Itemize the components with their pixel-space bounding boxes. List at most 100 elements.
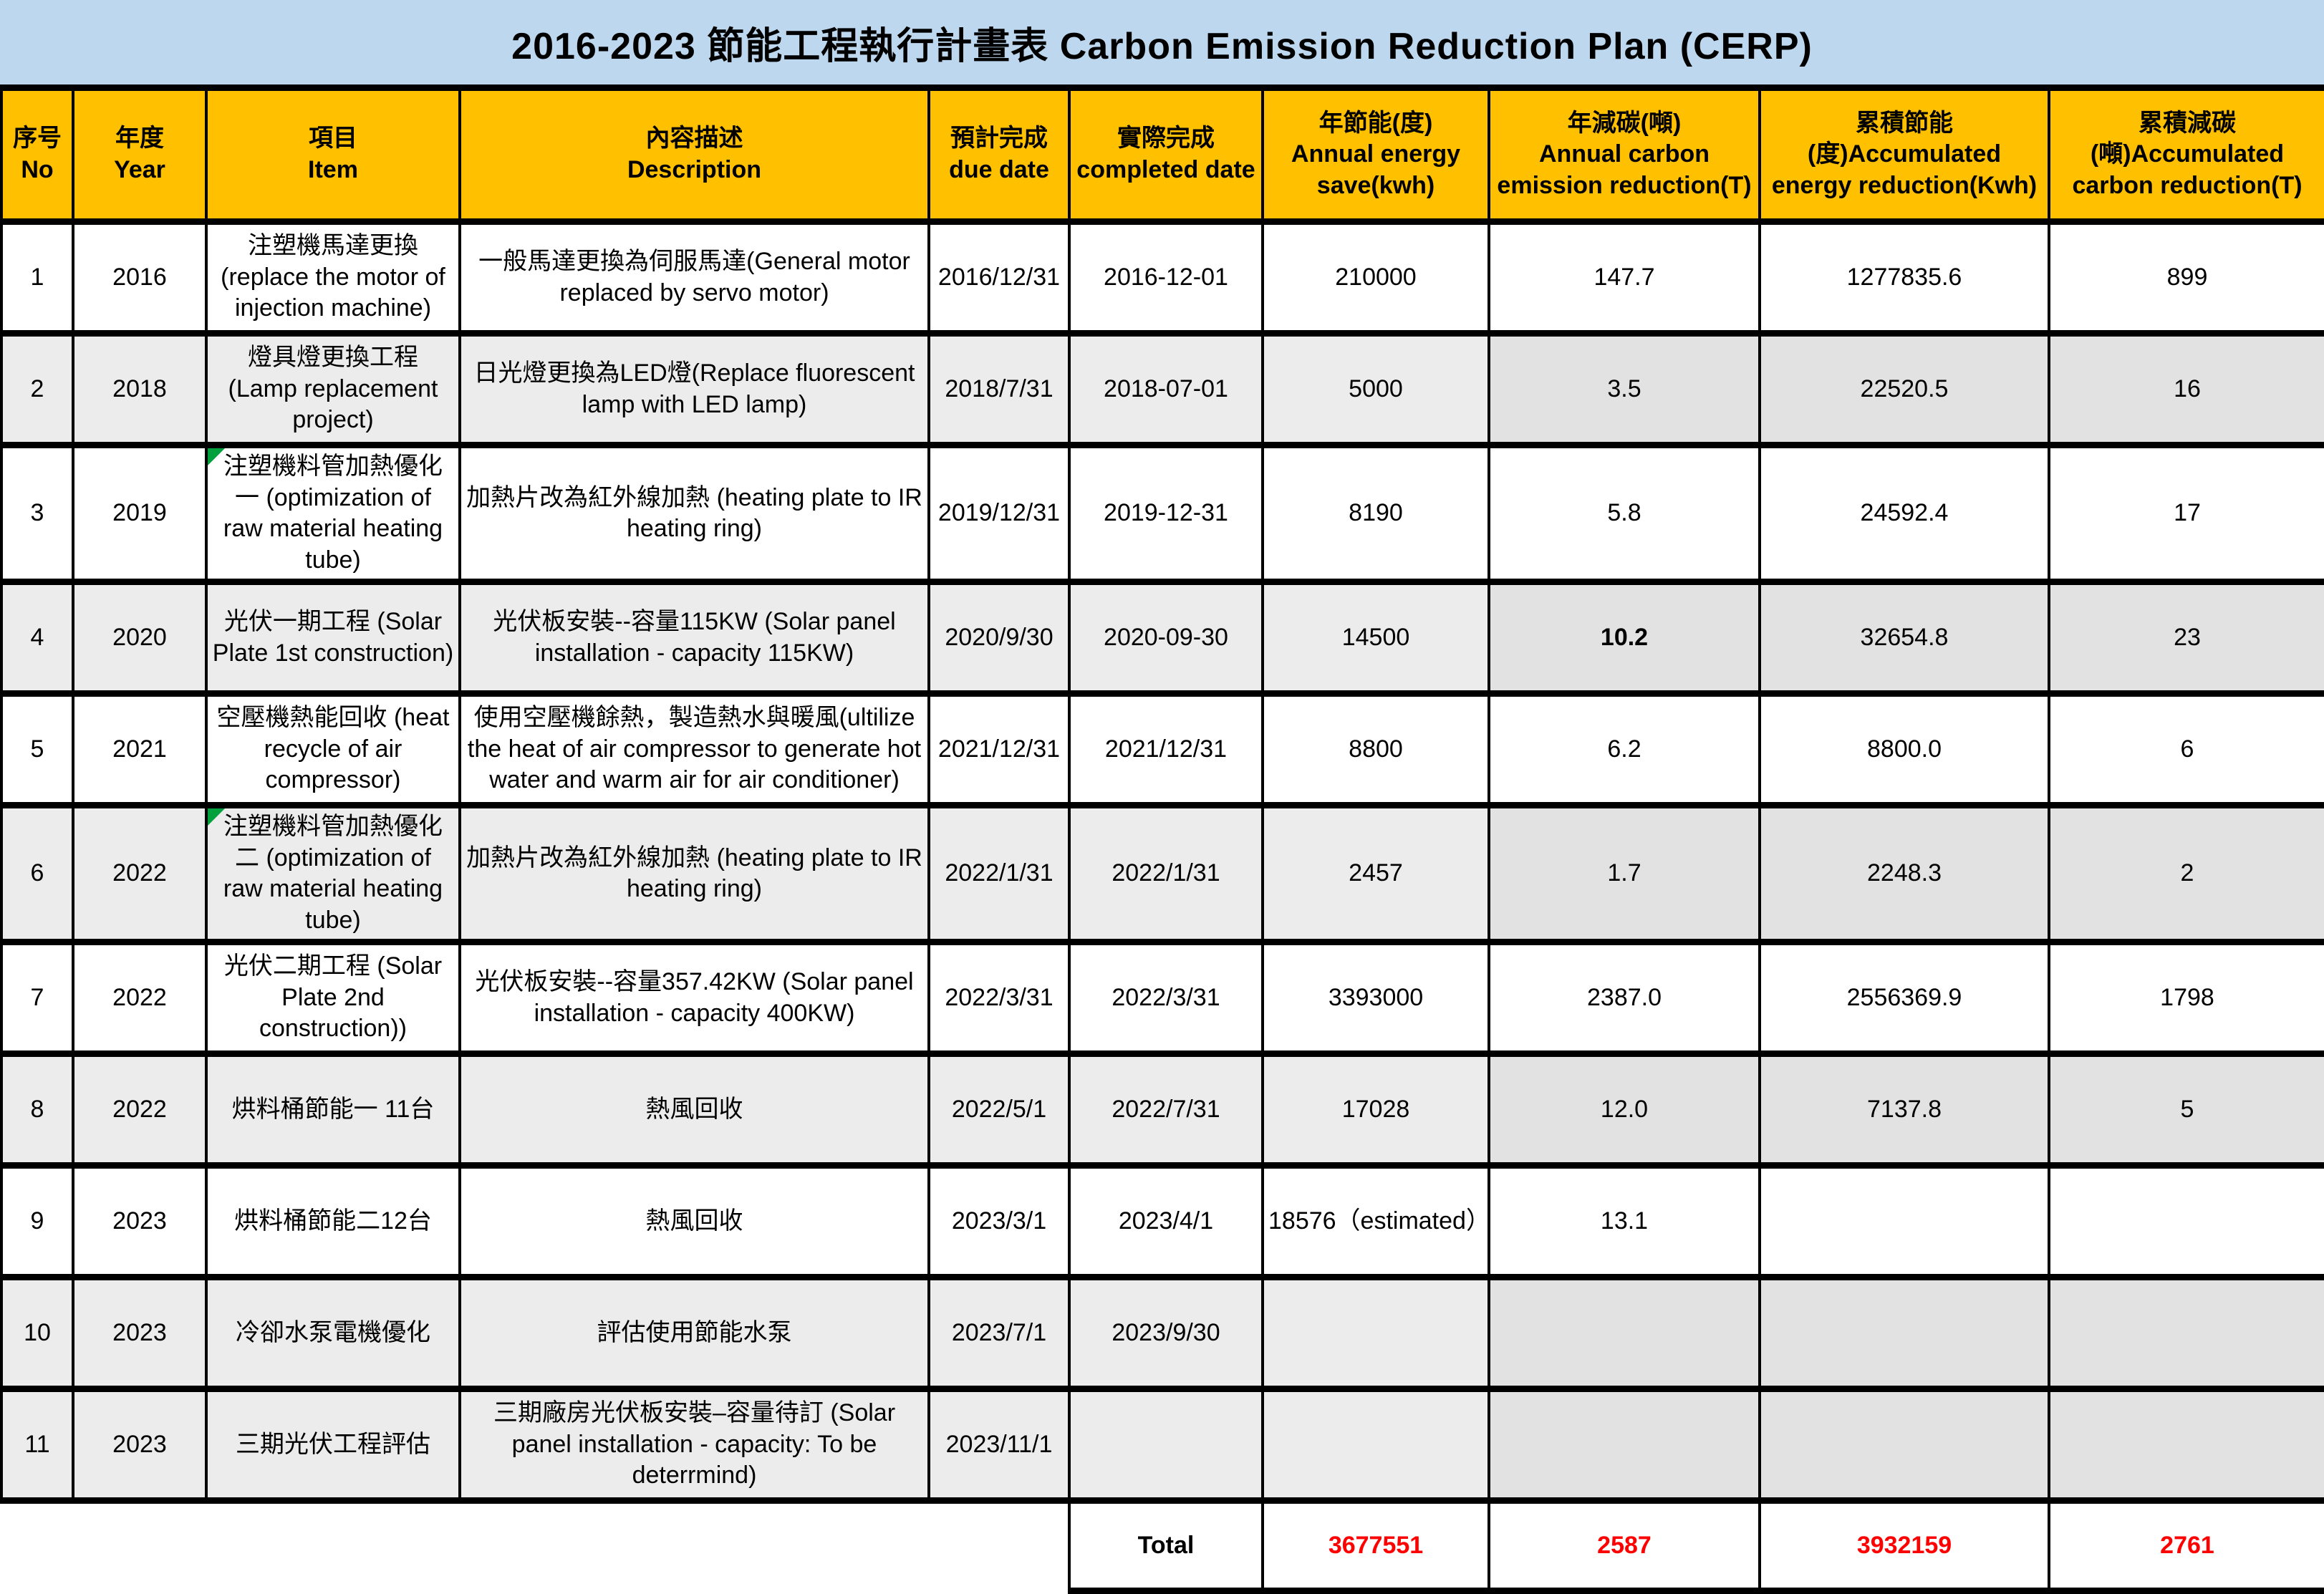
- cell-due-date: 2022/1/31: [927, 802, 1071, 946]
- table-row: 10 2023 冷卻水泵電機優化 評估使用節能水泵 2023/7/1 2023/9/30: [0, 1274, 2324, 1393]
- cell-no-text: 11: [24, 1430, 50, 1458]
- cell-due-date: 2023/3/1: [927, 1162, 1071, 1281]
- cell-completed-date-text: 2016-12-01: [1104, 263, 1228, 291]
- header-annual-energy: 年節能(度) Annual energy save(kwh): [1261, 84, 1490, 225]
- cell-year-text: 2023: [112, 1318, 167, 1346]
- cell-no: 8: [0, 1050, 74, 1169]
- total-label: Total: [1068, 1497, 1264, 1594]
- cell-no: 9: [0, 1162, 74, 1281]
- cell-year: 2022: [72, 939, 208, 1058]
- cell-completed-date: 2022/1/31: [1068, 802, 1264, 946]
- cell-no-text: 2: [30, 375, 44, 402]
- cell-completed-date: 2016-12-01: [1068, 218, 1264, 337]
- cell-annual-carbon-text: 2387.0: [1587, 983, 1662, 1011]
- cell-due-date-text: 2022/1/31: [945, 859, 1053, 887]
- cell-item-text: 烘料桶節能一 11台: [231, 1095, 435, 1123]
- cell-annual-energy: 17028: [1261, 1050, 1490, 1169]
- cell-annual-carbon: 5.8: [1488, 441, 1761, 586]
- cell-description: 熱風回收: [458, 1050, 930, 1169]
- header-accumulated-carbon: 累積減碳 (噸)Accumulated carbon reduction(T): [2048, 84, 2324, 225]
- cell-no: 1: [0, 218, 74, 337]
- cell-item: 烘料桶節能一 11台: [205, 1050, 461, 1169]
- cell-accumulated-energy: 24592.4: [1758, 441, 2050, 586]
- cell-annual-carbon-text: 3.5: [1607, 375, 1641, 402]
- cell-accumulated-carbon-text: 6: [2180, 735, 2194, 763]
- cell-completed-date: 2022/7/31: [1068, 1050, 1264, 1169]
- cell-no: 5: [0, 690, 74, 809]
- header-accumulated-carbon-en: (噸)Accumulated carbon reduction(T): [2072, 140, 2303, 199]
- cell-item: 注塑機料管加熱優化二 (optimization of raw material…: [205, 802, 461, 946]
- cell-due-date-text: 2022/5/1: [951, 1095, 1047, 1123]
- header-description: 內容描述 Description: [458, 84, 930, 225]
- cell-year: 2020: [72, 579, 208, 697]
- cell-description: 光伏板安裝--容量357.42KW (Solar panel installat…: [458, 939, 930, 1058]
- cell-accumulated-carbon: 23: [2048, 579, 2324, 697]
- cell-description: 光伏板安裝--容量115KW (Solar panel installation…: [458, 579, 930, 697]
- cell-item: 光伏一期工程 (Solar Plate 1st construction): [205, 579, 461, 697]
- cell-annual-carbon-text: 147.7: [1593, 263, 1655, 291]
- cell-item: 注塑機馬達更換 (replace the motor of injection …: [205, 218, 461, 337]
- table-header: 序号 No 年度 Year 項目 Item 內容描述 Description 預計完成 d…: [0, 84, 2324, 225]
- cell-item: 烘料桶節能二12台: [205, 1162, 461, 1281]
- cell-annual-energy-text: 210000: [1335, 263, 1417, 291]
- cell-description-text: 日光燈更換為LED燈(Replace fluorescent lamp with…: [473, 359, 915, 418]
- cell-completed-date-text: 2022/7/31: [1112, 1095, 1220, 1123]
- table-row: 5 2021 空壓機熱能回收 (heat recycle of air compre…: [0, 690, 2324, 809]
- cell-no: 6: [0, 802, 74, 946]
- table-row: 6 2022 注塑機料管加熱優化二 (optimization of raw mat…: [0, 802, 2324, 946]
- cell-completed-date: [1068, 1386, 1264, 1504]
- cell-description-text: 一般馬達更換為伺服馬達(General motor replaced by se…: [478, 247, 910, 306]
- cell-accumulated-energy-text: 8800.0: [1867, 735, 1942, 763]
- cell-accumulated-carbon-text: 2: [2180, 859, 2194, 887]
- cell-annual-carbon: 6.2: [1488, 690, 1761, 809]
- cell-accumulated-carbon: 17: [2048, 441, 2324, 586]
- cell-item: 三期光伏工程評估: [205, 1386, 461, 1504]
- header-annual-carbon-zh: 年減碳(噸): [1567, 109, 1682, 137]
- cell-year-text: 2022: [112, 1095, 167, 1123]
- header-due-date-en: due date: [949, 156, 1049, 183]
- table-row: 1 2016 注塑機馬達更換 (replace the motor of injec…: [0, 218, 2324, 337]
- cell-due-date: 2019/12/31: [927, 441, 1071, 586]
- cell-accumulated-carbon: 6: [2048, 690, 2324, 809]
- cell-year-text: 2022: [112, 859, 167, 887]
- header-completed-date-zh: 實際完成: [1117, 125, 1215, 153]
- cell-no: 2: [0, 330, 74, 448]
- cell-accumulated-energy: 2248.3: [1758, 802, 2050, 946]
- cell-annual-carbon-text: 10.2: [1600, 623, 1649, 651]
- cell-completed-date-text: 2018-07-01: [1104, 375, 1228, 402]
- cell-accumulated-energy: [1758, 1162, 2050, 1281]
- cell-no: 7: [0, 939, 74, 1058]
- total-accumulated-carbon: 2761: [2048, 1497, 2324, 1594]
- cell-annual-energy-text: 5000: [1349, 375, 1403, 402]
- total-row: Total 3677551 2587 3932159 2761: [1, 1497, 2324, 1594]
- cell-annual-energy-text: 18576（estimated）: [1268, 1207, 1490, 1235]
- cell-completed-date-text: 2023/4/1: [1118, 1207, 1214, 1235]
- header-due-date: 預計完成 due date: [927, 84, 1071, 225]
- cell-description: 評估使用節能水泵: [458, 1274, 930, 1393]
- cell-accumulated-carbon-text: 5: [2180, 1095, 2194, 1123]
- cell-year-text: 2018: [112, 375, 167, 402]
- cell-due-date-text: 2023/3/1: [951, 1207, 1047, 1235]
- cell-description-text: 三期廠房光伏板安裝–容量待訂 (Solar panel installation…: [493, 1399, 896, 1489]
- cell-accumulated-carbon-text: 899: [2166, 263, 2208, 291]
- total-row-blank: [1, 1500, 1069, 1591]
- cerp-table: 序号 No 年度 Year 項目 Item 內容描述 Description 預計完成 d…: [0, 84, 2324, 1594]
- cell-annual-energy: 2457: [1261, 802, 1490, 946]
- cell-no-text: 1: [30, 263, 44, 291]
- cell-no-text: 10: [24, 1318, 51, 1346]
- cell-description-text: 加熱片改為紅外線加熱 (heating plate to IR heating …: [466, 483, 922, 543]
- cell-accumulated-energy-text: 24592.4: [1860, 499, 1949, 527]
- cell-accumulated-energy-text: 2556369.9: [1846, 983, 1962, 1011]
- cell-completed-date: 2021/12/31: [1068, 690, 1264, 809]
- cell-item: 空壓機熱能回收 (heat recycle of air compressor): [205, 690, 461, 809]
- cell-description-text: 光伏板安裝--容量357.42KW (Solar panel installat…: [475, 968, 914, 1027]
- cell-annual-carbon: 2387.0: [1488, 939, 1761, 1058]
- cell-description: 一般馬達更換為伺服馬達(General motor replaced by se…: [458, 218, 930, 337]
- cell-accumulated-energy-text: 7137.8: [1867, 1095, 1942, 1123]
- cell-annual-carbon-text: 5.8: [1607, 499, 1641, 527]
- comment-marker-icon: [208, 808, 225, 826]
- cell-no-text: 9: [30, 1207, 44, 1235]
- cell-due-date-text: 2023/7/1: [951, 1318, 1047, 1346]
- table-body: 1 2016 注塑機馬達更換 (replace the motor of injec…: [0, 218, 2324, 1504]
- cell-due-date: 2022/5/1: [927, 1050, 1071, 1169]
